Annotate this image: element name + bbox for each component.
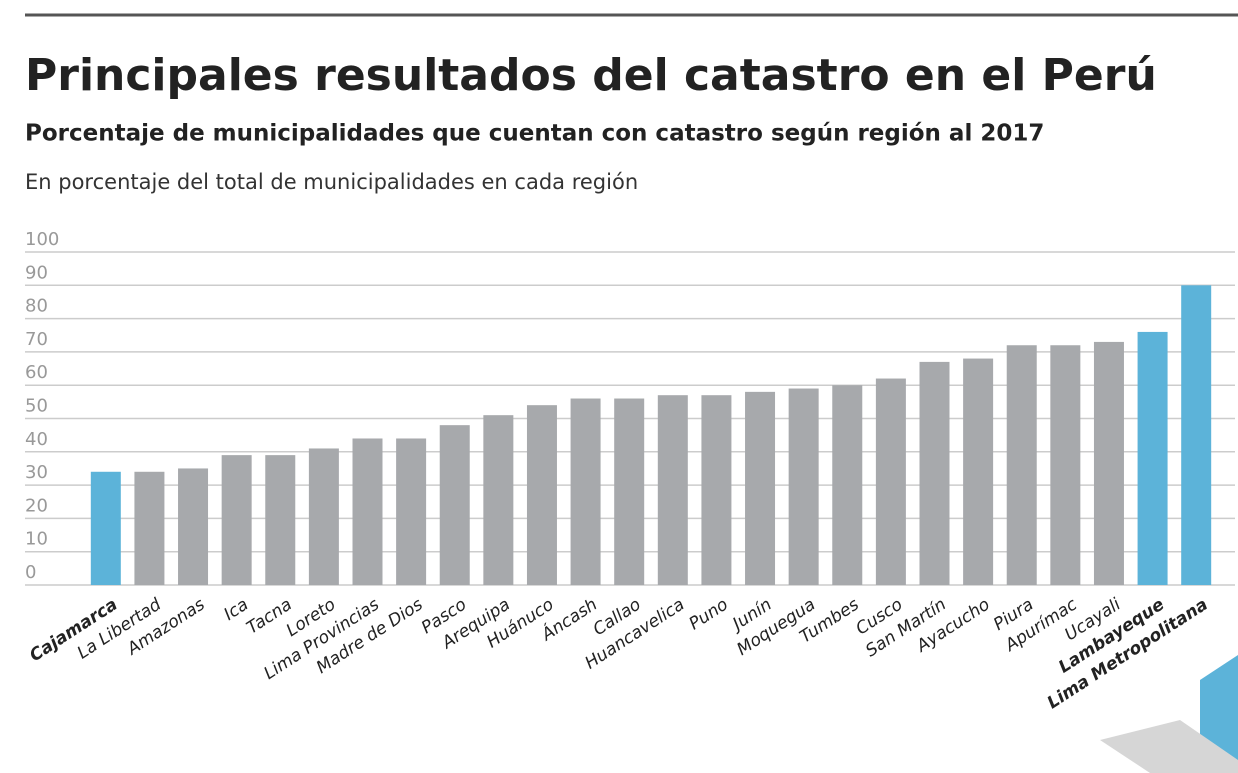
bar	[526, 405, 557, 585]
chart-subtitle: Porcentaje de municipalidades que cuenta…	[25, 121, 1044, 147]
y-tick-label: 10	[25, 529, 48, 550]
bar	[352, 438, 383, 585]
bar	[832, 385, 863, 585]
y-tick-label: 100	[25, 229, 59, 250]
bar	[1050, 345, 1081, 585]
bar	[614, 398, 645, 585]
bar	[265, 455, 296, 585]
y-tick-label: 20	[25, 495, 48, 516]
bar	[875, 378, 906, 585]
bar	[134, 471, 165, 585]
y-tick-label: 60	[25, 362, 48, 383]
y-tick-label: 30	[25, 462, 48, 483]
bar	[788, 388, 819, 585]
bar	[308, 448, 339, 585]
y-axis-label: En porcentaje del total de municipalidad…	[25, 170, 638, 194]
bar	[1006, 345, 1037, 585]
bar	[657, 395, 688, 585]
y-tick-label: 70	[25, 329, 48, 350]
decoration	[1100, 655, 1238, 773]
bar	[90, 471, 121, 585]
y-tick-label: 90	[25, 262, 48, 283]
bar	[178, 468, 209, 585]
bar	[439, 425, 470, 585]
bar	[963, 358, 994, 585]
y-tick-label: 80	[25, 296, 48, 317]
y-tick-label: 40	[25, 429, 48, 450]
bar	[919, 361, 950, 585]
bar	[745, 391, 776, 585]
y-tick-label: 50	[25, 396, 48, 417]
bar	[396, 438, 427, 585]
bar	[1181, 285, 1212, 585]
y-tick-label: 0	[25, 562, 36, 583]
bar	[221, 455, 252, 585]
bar	[483, 415, 514, 585]
x-tick-label: Puno	[686, 595, 732, 635]
chart-title: Principales resultados del catastro en e…	[25, 50, 1157, 101]
bar	[1093, 341, 1124, 585]
bar	[701, 395, 732, 585]
bar	[570, 398, 601, 585]
bar	[1137, 331, 1168, 585]
